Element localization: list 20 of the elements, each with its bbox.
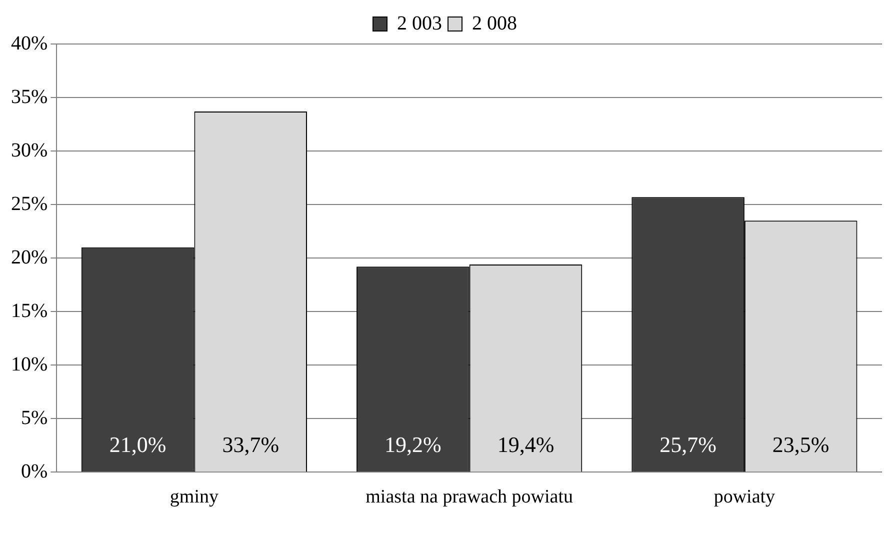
data-label: 33,7% xyxy=(222,432,280,457)
y-tick-label: 20% xyxy=(10,246,48,268)
y-tick-label: 5% xyxy=(20,406,48,429)
y-tick-label: 30% xyxy=(10,139,48,162)
y-tick-label: 25% xyxy=(10,192,48,215)
data-label: 21,0% xyxy=(109,432,166,457)
x-tick-label: gminy xyxy=(170,486,219,508)
y-tick-label: 15% xyxy=(10,300,48,322)
data-label: 19,4% xyxy=(497,432,554,457)
y-tick-label: 40% xyxy=(10,32,48,54)
x-tick-label: miasta na prawach powiatu xyxy=(366,486,574,508)
y-tick-label: 0% xyxy=(20,460,48,482)
legend-label: 2 003 xyxy=(397,12,442,34)
y-tick-label: 35% xyxy=(10,86,48,108)
y-tick-label: 10% xyxy=(10,353,48,376)
x-tick-label: powiaty xyxy=(714,486,776,508)
data-label: 19,2% xyxy=(384,432,442,457)
data-label: 23,5% xyxy=(772,432,830,457)
data-label: 25,7% xyxy=(660,432,716,457)
legend-label: 2 008 xyxy=(472,12,517,34)
